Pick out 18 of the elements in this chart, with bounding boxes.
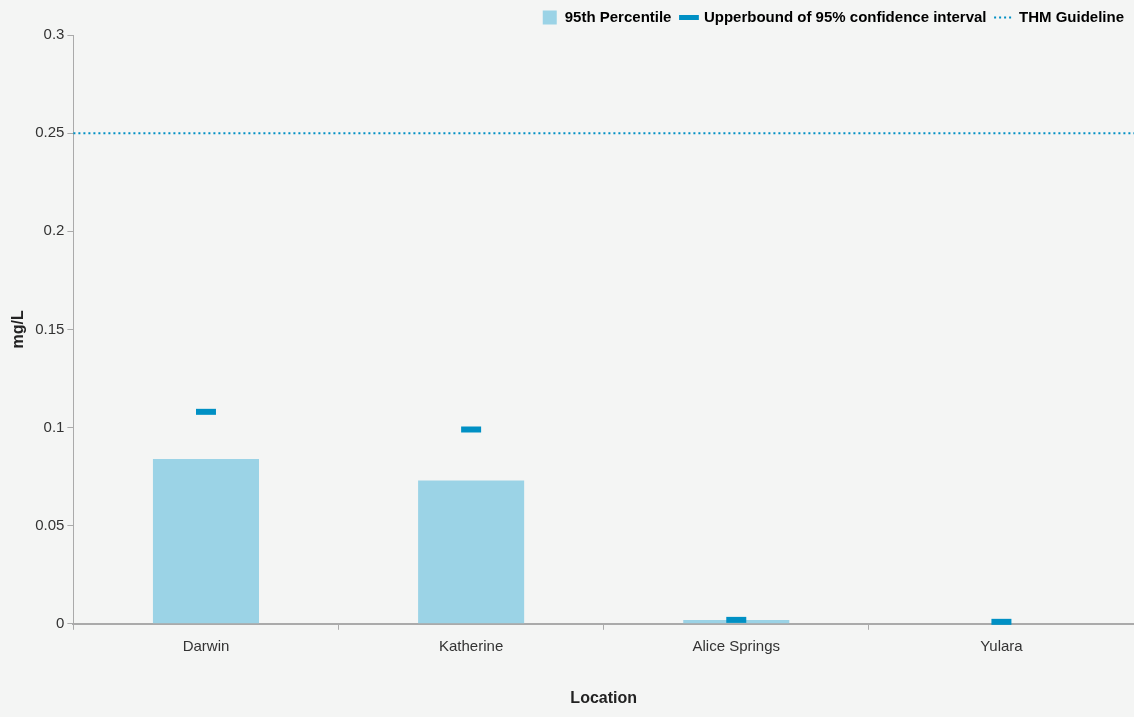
legend-label: Upperbound of 95% confidence interval [703, 7, 987, 25]
y-tick-label: 0.05 [35, 515, 65, 533]
legend-label: THM Guideline [1019, 7, 1124, 25]
x-tick-label: Darwin [182, 636, 230, 654]
x-tick-label: Alice Springs [692, 636, 781, 654]
y-tick-label: 0.3 [43, 25, 65, 43]
x-tick-label: Yulara [980, 636, 1024, 654]
y-tick-label: 0.25 [35, 123, 65, 141]
y-tick-label: 0.1 [43, 417, 65, 435]
bar [418, 480, 525, 624]
x-axis-title: Location [570, 688, 638, 706]
y-tick-label: 0.2 [43, 221, 65, 239]
y-axis-title: mg/L [9, 310, 27, 349]
y-tick-label: 0 [56, 613, 65, 631]
bar [152, 458, 259, 624]
x-tick-label: Katherine [439, 636, 504, 654]
legend-label: 95th Percentile [564, 7, 672, 25]
y-tick-label: 0.15 [35, 319, 65, 337]
